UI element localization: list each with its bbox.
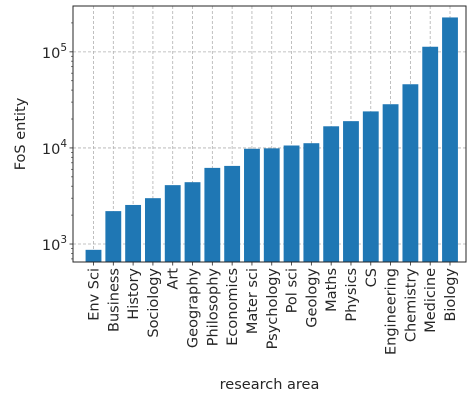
x-tick-label: Geography	[186, 268, 202, 348]
x-tick-label: Sociology	[146, 268, 162, 338]
x-tick-label: Business	[106, 268, 122, 332]
x-tick-label: Philosophy	[205, 268, 221, 347]
plot-frame	[72, 5, 467, 263]
x-tick-label: Art	[166, 268, 182, 290]
x-tick-label: Geology	[304, 268, 320, 328]
x-tick-label: Economics	[225, 268, 241, 346]
y-axis-label: FoS entity	[13, 97, 29, 170]
bars	[85, 17, 458, 263]
bar	[442, 17, 458, 263]
bar	[204, 167, 221, 262]
x-tick-label: History	[126, 268, 142, 320]
bar	[184, 182, 201, 262]
y-tick-label: 105	[42, 42, 67, 62]
x-axis-label: research area	[220, 377, 320, 393]
bar	[125, 204, 142, 262]
x-tick-label: Maths	[324, 268, 340, 312]
bar	[323, 126, 340, 263]
bar	[422, 46, 439, 262]
bar	[303, 143, 320, 262]
bar	[283, 145, 300, 262]
bar	[85, 249, 102, 262]
x-tick-label: Medicine	[423, 268, 439, 333]
x-tick-label: Mater sci	[245, 268, 261, 334]
bar	[164, 185, 181, 262]
bar	[402, 84, 419, 262]
bar	[362, 111, 379, 262]
x-axis: Env Sci Business History Sociology Art Geogra…	[87, 262, 459, 355]
x-tick-label: Pol sci	[285, 268, 301, 313]
x-tick-label: Engineering	[384, 268, 400, 355]
bar	[263, 148, 280, 262]
x-tick-label: Physics	[344, 268, 360, 322]
x-tick-label: CS	[364, 268, 380, 287]
bar	[343, 121, 359, 262]
y-tick-label: 104	[42, 138, 67, 158]
y-axis: 103 104 105	[42, 22, 73, 260]
x-tick-label: Psychology	[265, 268, 281, 350]
bar	[244, 148, 260, 262]
x-tick-label: Biology	[443, 268, 459, 322]
bar	[144, 198, 161, 262]
y-tick-label: 103	[42, 234, 67, 254]
x-tick-label: Chemistry	[403, 268, 419, 343]
bar	[382, 104, 399, 263]
x-tick-label: Env Sci	[87, 268, 103, 321]
bar	[224, 165, 241, 262]
bar	[105, 211, 122, 262]
